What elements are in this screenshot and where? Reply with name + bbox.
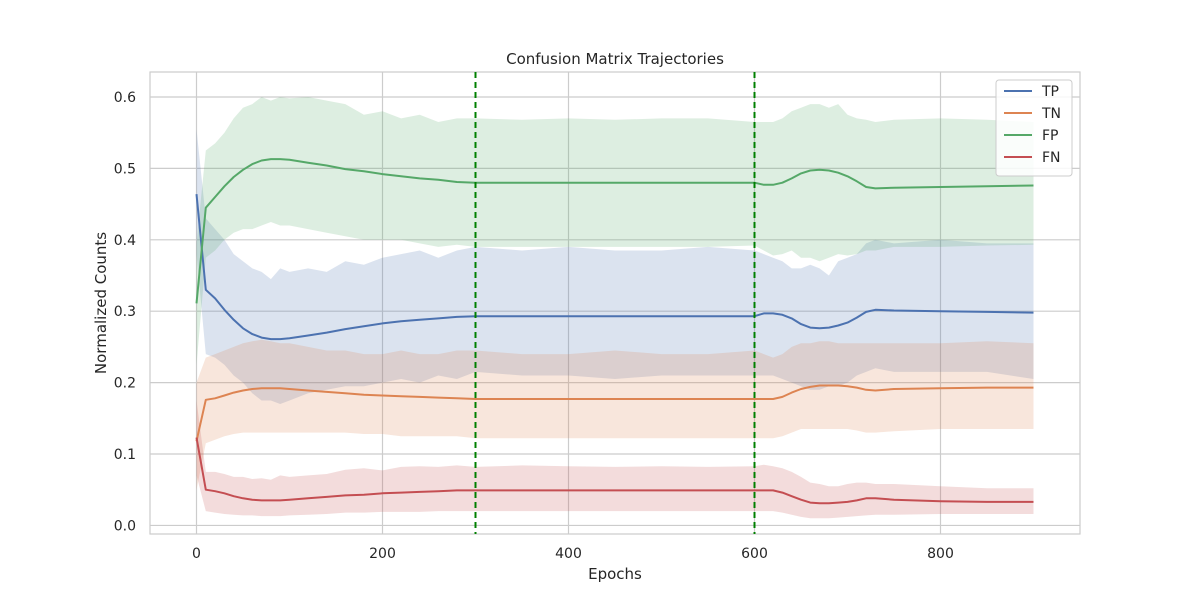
x-axis-label: Epochs: [588, 565, 642, 583]
legend-box: [995, 79, 1073, 177]
line-tp: [195, 194, 1034, 341]
y-tick-labels: 0.0 0.1 0.2 0.3 0.4 0.5 0.6: [114, 90, 136, 534]
grid: [150, 72, 1080, 534]
legend: TP TN FP FN: [995, 79, 1073, 177]
y-tick-label: 0.0: [114, 518, 136, 534]
band-tn: [196, 339, 1034, 490]
line-fp: [195, 158, 1034, 304]
x-tick-label: 200: [369, 546, 396, 562]
x-tick-label: 800: [927, 546, 954, 562]
band-fp: [196, 97, 1034, 365]
x-tick-label: 400: [555, 546, 582, 562]
legend-label: FN: [1042, 150, 1061, 166]
series-lines: [195, 158, 1034, 505]
band-tp: [196, 129, 1034, 404]
confidence-bands: [196, 97, 1034, 519]
band-fn: [196, 400, 1034, 519]
y-tick-label: 0.4: [114, 233, 136, 249]
line-fn: [195, 437, 1034, 505]
y-tick-label: 0.6: [114, 90, 136, 106]
y-tick-label: 0.2: [114, 376, 136, 392]
legend-label: TP: [1041, 84, 1059, 100]
x-tick-label: 0: [192, 546, 201, 562]
vertical-markers: [474, 72, 756, 534]
x-tick-labels: 0 200 400 600 800: [192, 546, 954, 562]
line-tn: [195, 384, 1034, 442]
legend-label: FP: [1042, 128, 1059, 144]
y-tick-label: 0.5: [114, 161, 136, 177]
legend-label: TN: [1041, 106, 1061, 122]
y-tick-label: 0.1: [114, 447, 136, 463]
x-tick-label: 600: [741, 546, 768, 562]
y-tick-label: 0.3: [114, 304, 136, 320]
y-axis-label: Normalized Counts: [92, 232, 110, 374]
chart-title: Confusion Matrix Trajectories: [506, 50, 724, 68]
plot-area: [149, 71, 1081, 535]
